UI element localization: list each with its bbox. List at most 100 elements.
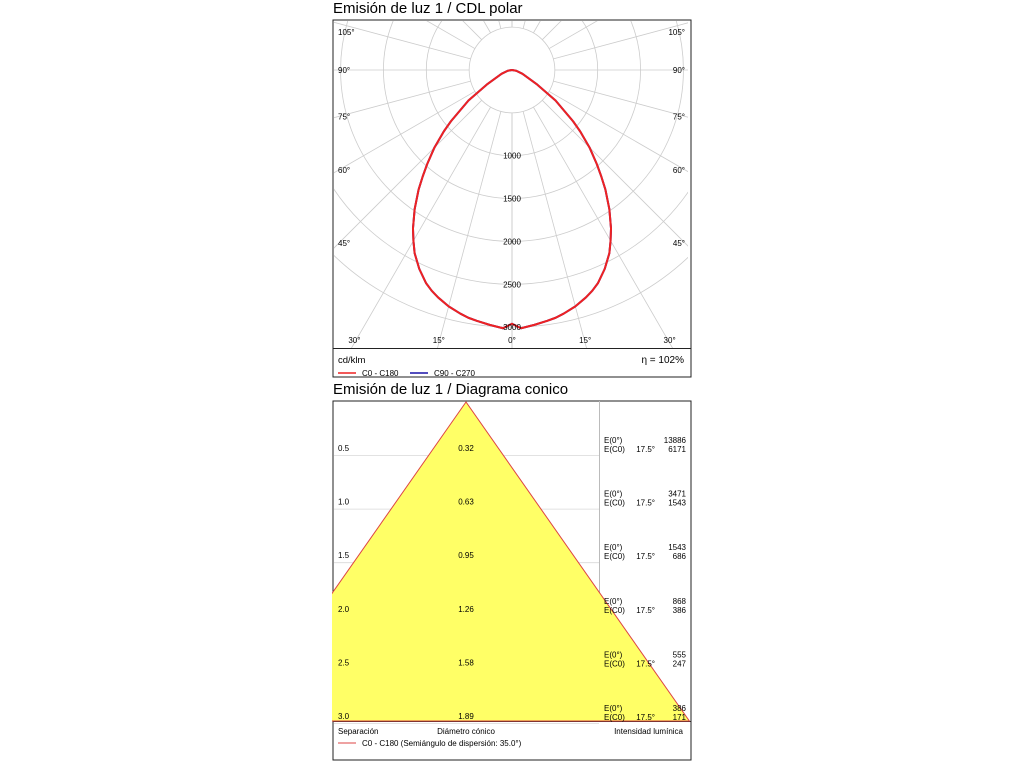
- cone-row-ec0-value: 6171: [668, 445, 686, 454]
- cone-row-separation: 2.0: [338, 605, 350, 614]
- polar-radial-tick-label: 1500: [503, 195, 521, 204]
- cone-row-separation: 3.0: [338, 712, 350, 721]
- polar-grid-spoke: [553, 22, 688, 60]
- cone-row: 1.0 0.63 E(0°) 3471 E(C0) 17.5° 1543: [338, 490, 687, 508]
- cone-row: 3.0 1.89 E(0°) 386 E(C0) 17.5° 171: [338, 704, 687, 722]
- cone-row-ec0-label: E(C0): [604, 499, 625, 508]
- polar-grid-spoke: [334, 80, 471, 119]
- cone-row: 0.5 0.32 E(0°) 13886 E(C0) 17.5° 6171: [338, 436, 687, 454]
- polar-angle-label-left: 60°: [338, 166, 350, 175]
- cone-legend-label: C0 - C180 (Semiángulo de dispersión: 35.…: [362, 739, 522, 748]
- polar-efficiency-label: η = 102%: [641, 355, 684, 366]
- cone-row-angle: 17.5°: [636, 606, 655, 615]
- cone-row-diameter: 1.58: [458, 658, 474, 667]
- cone-row-ec0-value: 386: [673, 606, 687, 615]
- polar-angle-label-right: 90°: [673, 66, 685, 75]
- cone-row-e0-value: 1543: [668, 543, 686, 552]
- polar-angle-labels: 105° 105° 90° 90° 75° 75° 60° 60° 45° 45° 30° 30° 15…: [338, 28, 685, 345]
- polar-grid-spoke: [437, 111, 502, 348]
- cone-row: 2.0 1.26 E(0°) 868 E(C0) 17.5° 386: [338, 597, 687, 615]
- cone-row-ec0-label: E(C0): [604, 659, 625, 668]
- polar-grid-spoke: [334, 21, 471, 60]
- cone-row-separation: 1.5: [338, 551, 350, 560]
- cone-row-diameter: 0.63: [458, 498, 474, 507]
- polar-grid-spoke: [553, 80, 688, 118]
- cone-row-e0-label: E(0°): [604, 436, 623, 445]
- cone-row-diameter: 1.26: [458, 605, 474, 614]
- cone-row-ec0-value: 247: [673, 659, 687, 668]
- cone-row-angle: 17.5°: [636, 445, 655, 454]
- cone-row-diameter: 1.89: [458, 712, 474, 721]
- cone-row-ec0-label: E(C0): [604, 606, 625, 615]
- polar-grid-spoke: [522, 111, 587, 348]
- legend-label-c0-c180: C0 - C180: [362, 369, 399, 378]
- polar-radial-tick-label: 2500: [503, 280, 521, 289]
- polar-grid-spoke: [548, 91, 688, 173]
- polar-angle-label-right: 75°: [673, 112, 685, 121]
- cone-diagram: 0.5 0.32 E(0°) 13886 E(C0) 17.5° 6171 1.0 0.63 E(…: [332, 400, 692, 761]
- polar-angle-label-bottom-right: 15°: [579, 336, 591, 345]
- footer-intensity: Intensidad lumínica: [614, 727, 683, 736]
- polar-angle-label-left: 45°: [338, 239, 350, 248]
- cone-row-angle: 17.5°: [636, 552, 655, 561]
- polar-angle-label-left: 75°: [338, 112, 350, 121]
- polar-angle-label-bottom-center: 0°: [508, 336, 516, 345]
- cone-row-ec0-label: E(C0): [604, 445, 625, 454]
- cone-row-e0-value: 555: [673, 650, 687, 659]
- footer-separation: Separación: [338, 727, 378, 736]
- polar-grid-spoke: [533, 106, 673, 348]
- cone-chart-title: Emisión de luz 1 / Diagrama conico: [333, 381, 569, 398]
- polar-angle-label-bottom-left: 30°: [348, 336, 360, 345]
- polar-angle-label-left: 105°: [338, 28, 355, 37]
- polar-chart: 1000 1500 2000 2500 3000 105° 105° 90° 90° 75° 75…: [332, 19, 692, 378]
- polar-angle-label-right: 60°: [673, 166, 685, 175]
- polar-series-c0-c180: [411, 69, 613, 330]
- cone-row-angle: 17.5°: [636, 659, 655, 668]
- cone-footer: Separación Diámetro cónico Intensidad lu…: [338, 727, 684, 748]
- polar-grid-spoke: [542, 100, 688, 247]
- cone-row-ec0-label: E(C0): [604, 552, 625, 561]
- polar-tick-labels: 1000 1500 2000 2500 3000: [503, 152, 521, 332]
- polar-angle-label-bottom-right: 30°: [664, 336, 676, 345]
- cone-row-diameter: 0.32: [458, 444, 474, 453]
- polar-radial-tick-label: 2000: [503, 237, 521, 246]
- footer-diameter: Diámetro cónico: [437, 727, 495, 736]
- cone-row-diameter: 0.95: [458, 551, 474, 560]
- cone-row-e0-label: E(0°): [604, 704, 623, 713]
- polar-angle-label-left: 90°: [338, 66, 350, 75]
- cone-row-e0-label: E(0°): [604, 490, 623, 499]
- polar-legend: cd/klm η = 102% C0 - C180 C90 - C270: [338, 355, 684, 378]
- cone-row-e0-value: 13886: [664, 436, 687, 445]
- cone-row-e0-value: 868: [673, 597, 687, 606]
- cone-row-separation: 0.5: [338, 444, 350, 453]
- cone-row: 2.5 1.58 E(0°) 555 E(C0) 17.5° 247: [338, 650, 687, 668]
- cone-row-e0-label: E(0°): [604, 650, 623, 659]
- polar-angle-label-bottom-left: 15°: [433, 336, 445, 345]
- legend-label-c90-c270: C90 - C270: [434, 369, 475, 378]
- polar-chart-title: Emisión de luz 1 / CDL polar: [333, 0, 523, 17]
- polar-angle-label-right: 105°: [668, 28, 685, 37]
- cone-row-separation: 2.5: [338, 658, 350, 667]
- cone-row-e0-value: 386: [673, 704, 687, 713]
- cone-shape: [332, 401, 691, 722]
- polar-series-group: [411, 69, 613, 330]
- polar-radial-tick-label: 3000: [503, 323, 521, 332]
- polar-angle-label-right: 45°: [673, 239, 685, 248]
- cone-row-angle: 17.5°: [636, 713, 655, 722]
- cone-rows: 0.5 0.32 E(0°) 13886 E(C0) 17.5° 6171 1.0 0.63 E(…: [338, 436, 687, 722]
- cone-row-ec0-value: 1543: [668, 499, 686, 508]
- polar-grid-spoke: [334, 100, 482, 249]
- polar-grid-spoke: [351, 106, 491, 348]
- cone-row-e0-value: 3471: [668, 490, 686, 499]
- cone-row-angle: 17.5°: [636, 499, 655, 508]
- cone-row-e0-label: E(0°): [604, 543, 623, 552]
- polar-grid-spoke: [334, 91, 476, 174]
- cone-row-e0-label: E(0°): [604, 597, 623, 606]
- polar-grid: [334, 21, 688, 348]
- cone-row-separation: 1.0: [338, 498, 350, 507]
- cone-row: 1.5 0.95 E(0°) 1543 E(C0) 17.5° 686: [338, 543, 687, 561]
- polar-unit-label: cd/klm: [338, 355, 366, 366]
- cone-row-ec0-value: 686: [673, 552, 687, 561]
- polar-radial-tick-label: 1000: [503, 152, 521, 161]
- cone-row-ec0-value: 171: [673, 713, 687, 722]
